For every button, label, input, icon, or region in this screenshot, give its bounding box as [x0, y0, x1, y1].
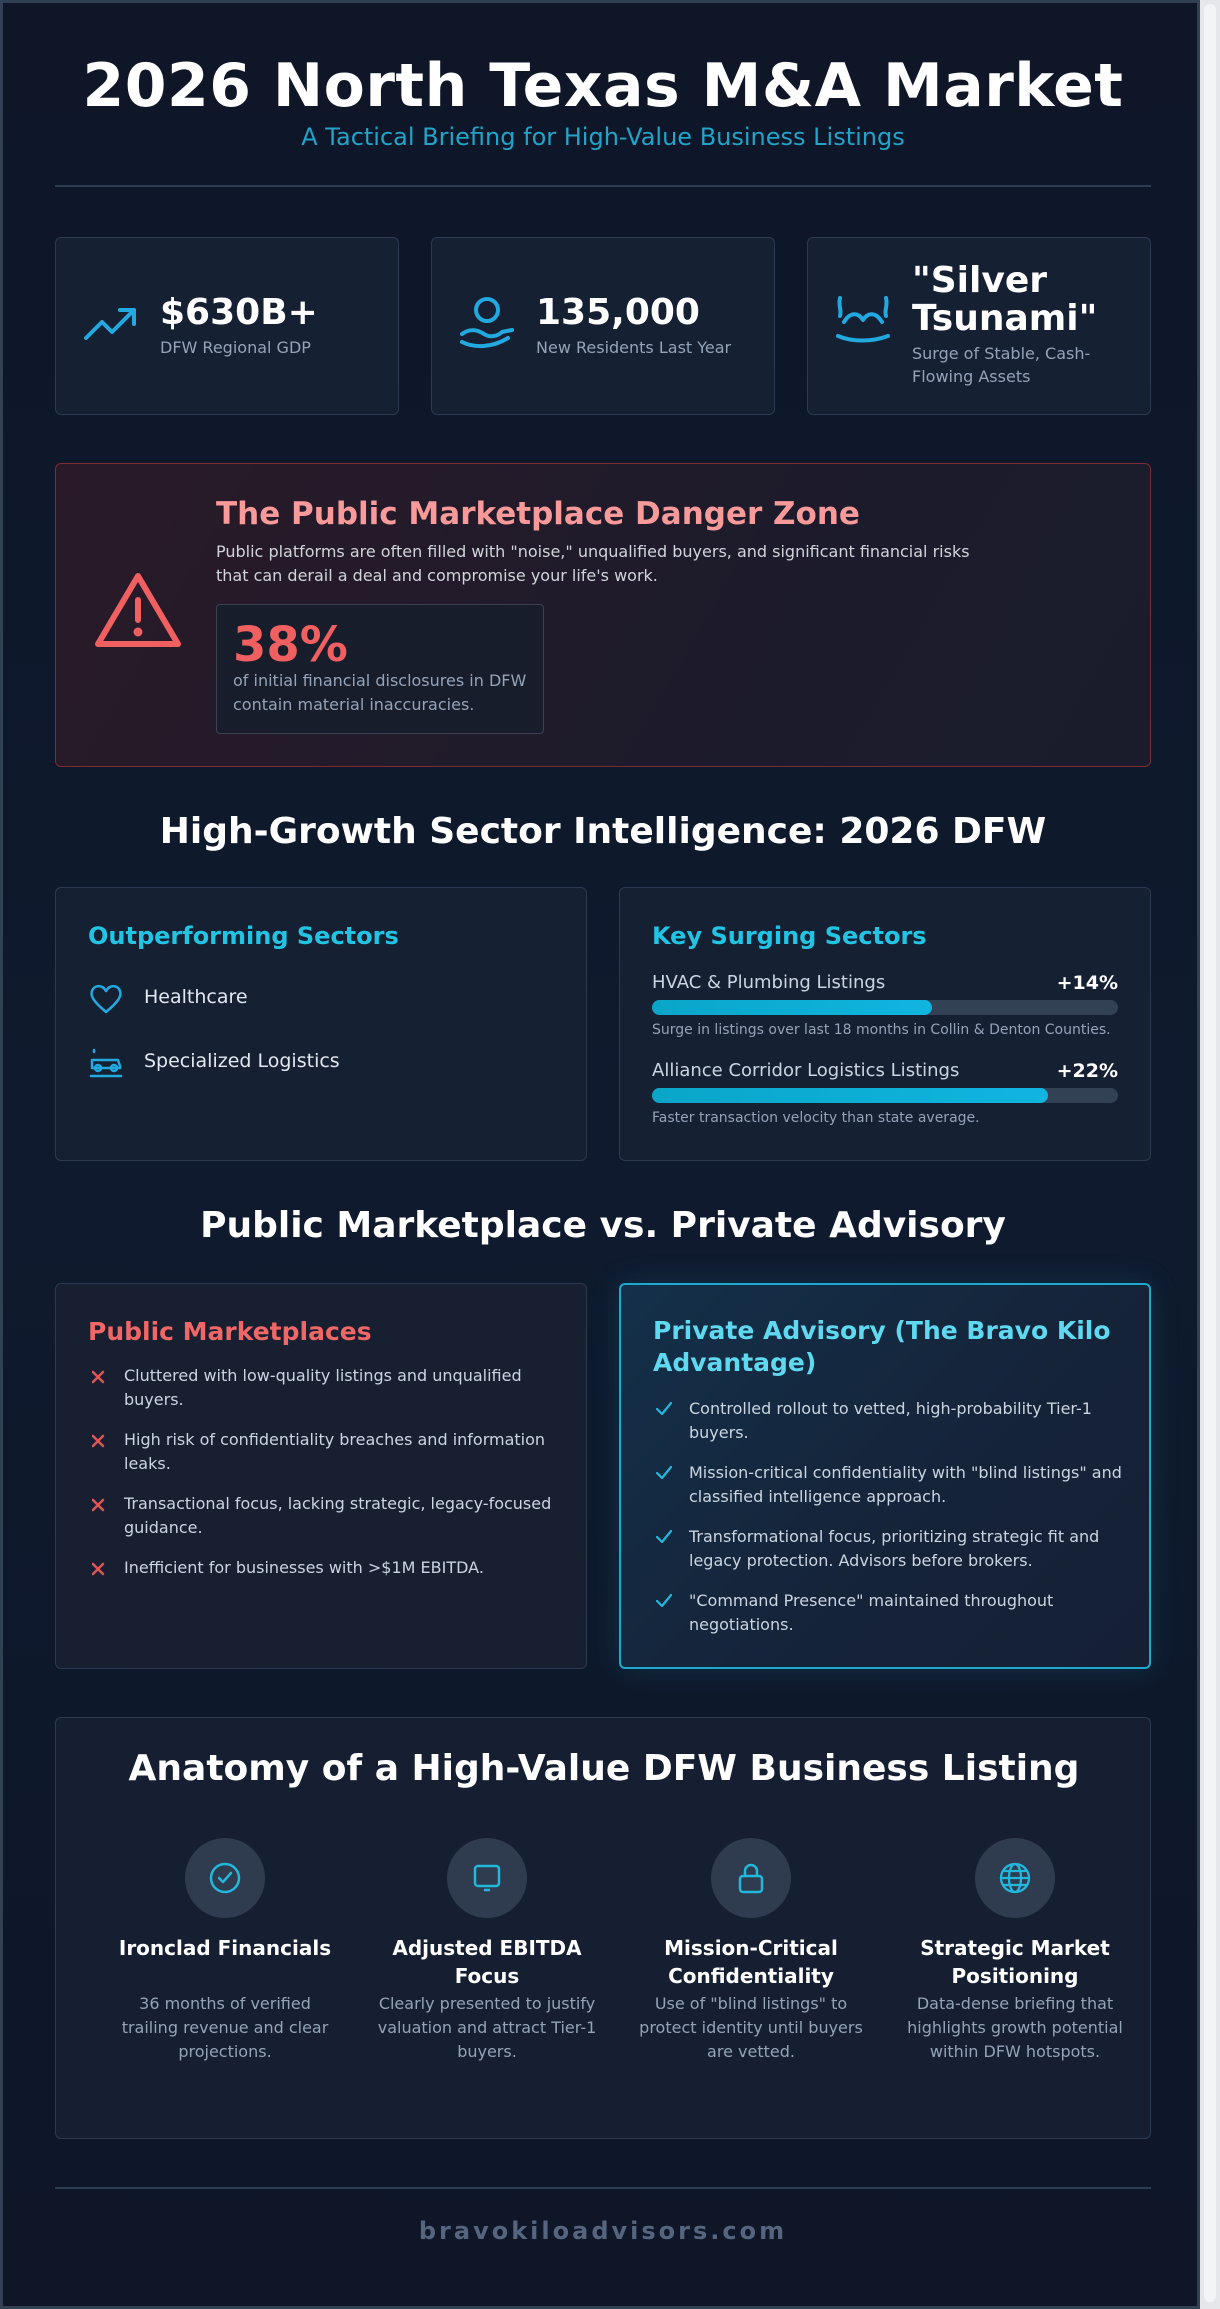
check-icon	[655, 1401, 673, 1416]
lock-icon	[738, 1863, 764, 1894]
sector-label: Specialized Logistics	[144, 1050, 340, 1072]
footer-site[interactable]: bravokiloadvisors.com	[418, 2217, 788, 2245]
bar-label-hvac: HVAC & Plumbing Listings	[652, 972, 886, 993]
public-marketplaces-card: Public Marketplaces Cluttered with low-q…	[55, 1283, 587, 1669]
icon-circle	[975, 1838, 1055, 1918]
anatomy-description: Clearly presented to justify valuation a…	[377, 1994, 597, 2061]
stat-card-gdp: $630B+ DFW Regional GDP	[55, 237, 399, 415]
wave-icon	[836, 296, 890, 343]
stat-label: Surge of Stable, Cash-Flowing Assets	[912, 344, 1091, 386]
bar-note-hvac: Surge in listings over last 18 months in…	[652, 1022, 1111, 1038]
public-title: Public Marketplaces	[88, 1317, 372, 1346]
anatomy-description: Data-dense briefing that highlights grow…	[907, 1994, 1123, 2061]
bar-label-logistics: Alliance Corridor Logistics Listings	[652, 1060, 960, 1081]
footer-divider	[55, 2187, 1151, 2189]
outperforming-title: Outperforming Sectors	[88, 922, 399, 950]
stat-label: New Residents Last Year	[536, 338, 732, 357]
private-item-text: Mission-critical confidentiality with "b…	[689, 1463, 1122, 1506]
check-icon	[655, 1529, 673, 1544]
surging-sectors-card: Key Surging Sectors HVAC & Plumbing List…	[619, 887, 1151, 1161]
outperforming-sectors-card: Outperforming Sectors Healthcare Special…	[55, 887, 587, 1161]
sector-section-title: High-Growth Sector Intelligence: 2026 DF…	[159, 811, 1047, 852]
bar-percent-hvac: +14%	[1056, 972, 1118, 994]
progress-track-hvac	[652, 1000, 1118, 1015]
private-title: Private Advisory (The Bravo Kilo Advanta…	[653, 1316, 1111, 1377]
divider	[55, 185, 1151, 187]
truck-icon	[89, 1048, 123, 1078]
anatomy-heading: Mission-Critical Confidentiality	[664, 1936, 838, 1988]
anatomy-title: Anatomy of a High-Value DFW Business Lis…	[128, 1748, 1080, 1789]
surging-title: Key Surging Sectors	[652, 922, 927, 950]
check-icon	[655, 1465, 673, 1480]
anatomy-panel: Anatomy of a High-Value DFW Business Lis…	[55, 1717, 1151, 2139]
x-icon	[91, 1434, 105, 1448]
danger-stat-box: 38% of initial financial disclosures in …	[216, 604, 544, 734]
private-item-text: Controlled rollout to vetted, high-proba…	[689, 1399, 1092, 1442]
tablet-icon	[473, 1864, 501, 1892]
icon-circle	[447, 1838, 527, 1918]
globe-icon	[999, 1862, 1031, 1894]
icon-circle	[711, 1838, 791, 1918]
page-subtitle: A Tactical Briefing for High-Value Busin…	[301, 123, 905, 151]
stat-card-silver-tsunami: "Silver Tsunami" Surge of Stable, Cash-F…	[807, 237, 1151, 415]
danger-title: The Public Marketplace Danger Zone	[216, 496, 860, 532]
danger-percent: 38%	[233, 617, 348, 673]
check-icon	[655, 1593, 673, 1608]
stat-value: 135,000	[536, 292, 700, 333]
public-item-text: Transactional focus, lacking strategic, …	[124, 1494, 552, 1537]
warning-icon	[95, 573, 181, 647]
stat-label: DFW Regional GDP	[160, 338, 311, 357]
scrollbar-thumb[interactable]	[1204, 4, 1216, 2302]
comparison-section-title: Public Marketplace vs. Private Advisory	[200, 1205, 1006, 1246]
danger-description: Public platforms are often filled with "…	[216, 542, 970, 585]
anatomy-description: 36 months of verified trailing revenue a…	[121, 1994, 329, 2061]
progress-fill-logistics	[652, 1088, 1049, 1103]
private-advisory-card: Private Advisory (The Bravo Kilo Advanta…	[619, 1283, 1151, 1669]
progress-track-logistics	[652, 1088, 1118, 1103]
user-hand-icon	[460, 297, 514, 349]
public-item-text: High risk of confidentiality breaches an…	[124, 1430, 546, 1473]
anatomy-heading: Adjusted EBITDA Focus	[392, 1936, 582, 1988]
bar-percent-logistics: +22%	[1056, 1060, 1118, 1082]
private-item-text: "Command Presence" maintained throughout…	[689, 1591, 1054, 1634]
icon-circle	[185, 1838, 265, 1918]
x-icon	[91, 1562, 105, 1576]
page-title: 2026 North Texas M&A Market	[82, 51, 1124, 121]
progress-fill-hvac	[652, 1000, 932, 1015]
trending-up-icon	[84, 308, 136, 340]
heart-icon	[90, 984, 122, 1014]
danger-zone-panel: The Public Marketplace Danger Zone Publi…	[55, 463, 1151, 767]
private-item-text: Transformational focus, prioritizing str…	[689, 1527, 1100, 1570]
stat-value: "Silver Tsunami"	[912, 260, 1098, 339]
bar-note-logistics: Faster transaction velocity than state a…	[652, 1110, 980, 1126]
stat-card-residents: 135,000 New Residents Last Year	[431, 237, 775, 415]
sector-label: Healthcare	[144, 986, 248, 1008]
anatomy-heading: Ironclad Financials	[118, 1936, 332, 1960]
stat-value: $630B+	[160, 292, 318, 333]
anatomy-heading: Strategic Market Positioning	[920, 1936, 1110, 1988]
x-icon	[91, 1370, 105, 1384]
x-icon	[91, 1498, 105, 1512]
anatomy-description: Use of "blind listings" to protect ident…	[639, 1994, 863, 2061]
public-item-text: Cluttered with low-quality listings and …	[124, 1366, 522, 1409]
danger-note: of initial financial disclosures in DFW …	[233, 671, 527, 714]
check-circle-icon	[209, 1862, 241, 1894]
public-item-text: Inefficient for businesses with >$1M EBI…	[124, 1558, 484, 1577]
